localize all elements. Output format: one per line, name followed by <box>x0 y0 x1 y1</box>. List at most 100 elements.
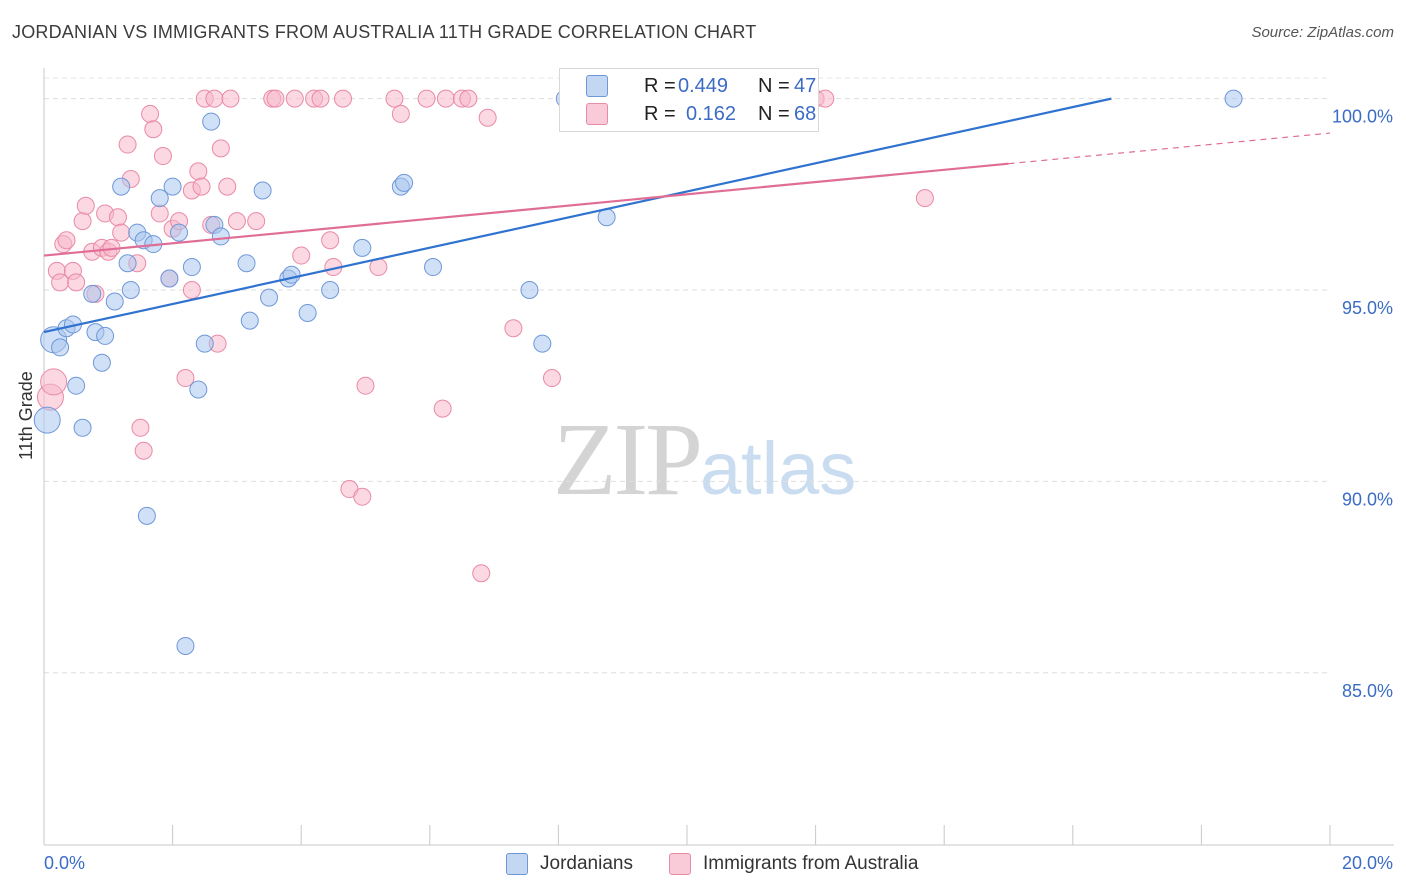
legend-r-label: R = <box>644 74 676 97</box>
x-tick-label: 0.0% <box>44 853 85 873</box>
australia-point <box>311 89 330 108</box>
legend-swatch-blue <box>586 75 608 97</box>
australia-point <box>285 89 304 108</box>
australia-point <box>433 399 452 418</box>
australia-point <box>67 273 86 292</box>
y-tick-label: 90.0% <box>1342 489 1393 509</box>
australia-point <box>333 89 352 108</box>
australia-point <box>134 441 153 460</box>
jordanian-point <box>395 173 414 192</box>
australia-point <box>353 487 372 506</box>
australia-trendline <box>43 162 1009 257</box>
bottom-legend-jordanians: Jordanians <box>506 852 633 876</box>
australia-point <box>57 231 76 250</box>
bottom-legend-label: Immigrants from Australia <box>703 853 919 874</box>
australia-point <box>356 376 375 395</box>
legend-r-value: 0.449 <box>678 74 729 97</box>
jordanian-point <box>195 334 214 353</box>
bottom-legend-australia: Immigrants from Australia <box>669 852 918 876</box>
jordanian-point <box>520 281 539 299</box>
australia-point <box>211 139 230 158</box>
legend-row-australia: R = 0.162 N = 68 <box>586 100 816 128</box>
legend-row-jordanians: R = 0.449 N = 47 <box>586 72 816 100</box>
jordanian-point <box>92 353 111 372</box>
bottom-legend-swatch-blue <box>506 853 528 875</box>
jordanian-point <box>353 238 372 257</box>
australia-point <box>915 189 934 208</box>
jordanian-point <box>96 326 115 345</box>
jordanian-trendline <box>43 97 1112 334</box>
jordanian-point <box>150 189 169 208</box>
australia-point <box>131 418 150 437</box>
watermark: ZIPatlas <box>553 400 856 519</box>
jordanian-point <box>73 418 92 437</box>
legend-n-label: N = <box>758 102 790 125</box>
jordanian-point <box>176 636 195 655</box>
legend-n-value: 68 <box>794 102 817 125</box>
australia-point <box>292 246 311 265</box>
australia-point <box>391 104 410 123</box>
legend-swatch-pink <box>586 103 608 125</box>
australia-point <box>266 89 285 108</box>
jordanian-point <box>282 265 301 284</box>
jordanian-point <box>67 376 86 395</box>
y-tick-label: 95.0% <box>1342 298 1393 318</box>
australia-point <box>472 564 491 583</box>
jordanian-point <box>163 177 182 196</box>
australia-point <box>504 319 523 338</box>
jordanian-point <box>424 258 443 277</box>
legend-n-value: 47 <box>794 74 817 97</box>
australia-point <box>182 281 201 299</box>
australia-trendline-extension <box>1008 132 1331 165</box>
australia-point <box>478 108 497 127</box>
australia-point <box>385 89 404 108</box>
jordanian-point <box>112 177 131 196</box>
jordanian-point <box>137 506 156 525</box>
legend-r-label: R = <box>644 102 676 125</box>
stats-legend: R = 0.449 N = 47 R = 0.162 N = 68 <box>559 68 819 132</box>
source-label: Source: ZipAtlas.com <box>1251 24 1394 41</box>
jordanian-point <box>533 334 552 353</box>
australia-point <box>118 135 137 154</box>
jordanian-point <box>237 254 256 273</box>
australia-point <box>150 204 169 223</box>
jordanian-point <box>260 288 279 307</box>
australia-point <box>73 212 92 231</box>
australia-point <box>542 369 561 388</box>
x-tick-label: 20.0% <box>1342 853 1393 873</box>
bottom-legend-label: Jordanians <box>540 853 633 874</box>
jordanian-point <box>33 406 61 434</box>
australia-point <box>227 212 246 231</box>
bottom-legend-swatch-pink <box>669 853 691 875</box>
australia-point <box>218 177 237 196</box>
jordanian-point <box>182 258 201 277</box>
jordanian-point <box>83 284 102 303</box>
watermark-atlas: atlas <box>700 427 857 510</box>
jordanian-point <box>51 338 70 357</box>
australia-point <box>153 147 172 166</box>
australia-point <box>108 208 127 227</box>
australia-point <box>76 196 95 215</box>
australia-point <box>144 120 163 139</box>
australia-point <box>436 89 455 108</box>
australia-point <box>112 223 131 242</box>
australia-point <box>141 104 160 123</box>
australia-point <box>417 89 436 108</box>
australia-point <box>221 89 240 108</box>
jordanian-point <box>189 380 208 399</box>
jordanian-point <box>321 281 340 299</box>
jordanian-point <box>253 181 272 200</box>
chart-title: JORDANIAN VS IMMIGRANTS FROM AUSTRALIA 1… <box>12 22 757 42</box>
jordanian-point <box>1224 89 1243 108</box>
jordanian-point <box>118 254 137 273</box>
y-tick-label: 85.0% <box>1342 681 1393 701</box>
australia-point <box>192 177 211 196</box>
y-axis-label: 11th Grade <box>16 371 36 460</box>
jordanian-point <box>240 311 259 330</box>
australia-point <box>189 162 208 181</box>
jordanian-point <box>170 223 189 242</box>
legend-n-label: N = <box>758 74 790 97</box>
australia-point <box>176 369 195 388</box>
y-tick-label: 100.0% <box>1332 107 1393 127</box>
